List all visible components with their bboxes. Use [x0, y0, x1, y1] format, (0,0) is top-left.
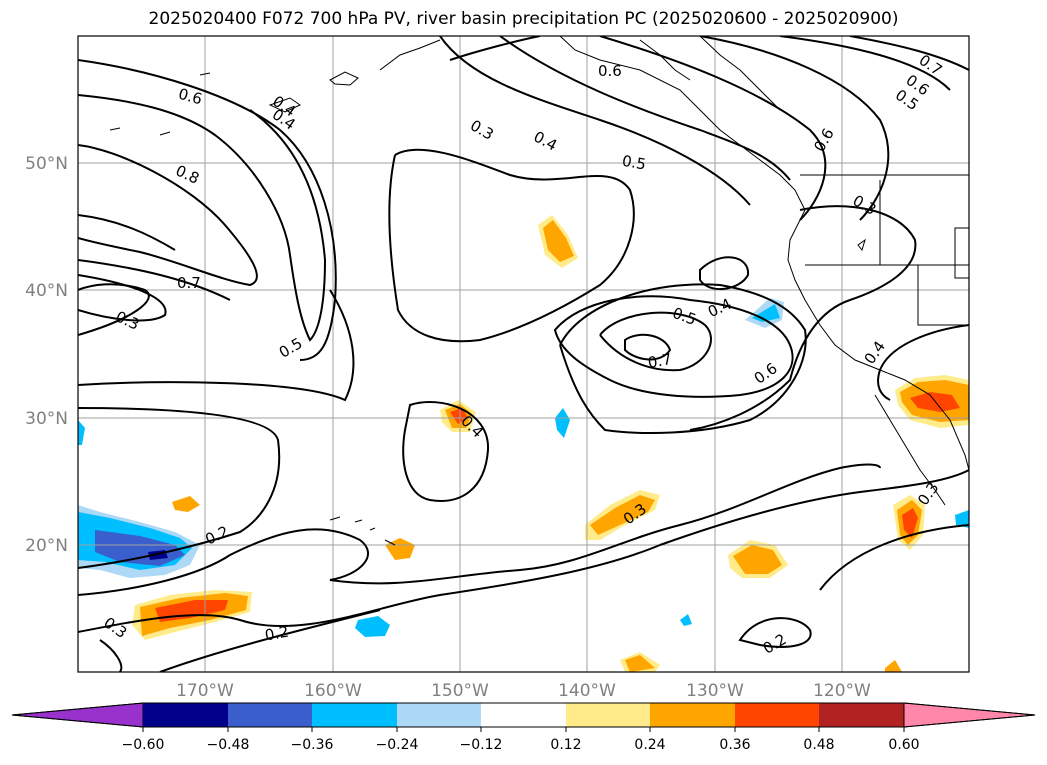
colorbar-segment: [312, 703, 397, 727]
colorbar: −0.60 −0.48 −0.36 −0.24 −0.12 0.12 0.24 …: [11, 702, 1036, 753]
colorbar-segment: [819, 703, 904, 727]
colorbar-segment: [566, 703, 650, 727]
colorbar-tick-label: −0.60: [122, 737, 165, 753]
lon-label-150w: 150°W: [431, 681, 489, 701]
colorbar-segment: [11, 702, 144, 728]
longitude-labels: 170°W 160°W 150°W 140°W 130°W 120°W: [176, 681, 871, 701]
contour-label: 0.5: [621, 152, 648, 174]
lon-label-130w: 130°W: [686, 681, 744, 701]
colorbar-tick-label: 0.24: [634, 737, 665, 753]
lat-label-30n: 30°N: [25, 409, 68, 429]
colorbar-segment: [481, 703, 566, 727]
colorbar-tick-label: −0.24: [376, 737, 419, 753]
lat-label-40n: 40°N: [25, 281, 68, 301]
coastlines: [109, 36, 969, 546]
lon-label-160w: 160°W: [304, 681, 362, 701]
colorbar-tick-label: 0.60: [888, 737, 919, 753]
colorbar-tick-label: 0.48: [803, 737, 834, 753]
latitude-labels: 50°N 40°N 30°N 20°N: [25, 154, 68, 556]
contour-label: 0.7: [177, 274, 201, 292]
colorbar-segment: [735, 703, 819, 727]
colorbar-segment: [143, 703, 228, 727]
lat-label-50n: 50°N: [25, 154, 68, 174]
contour-label: 0.2: [263, 623, 290, 645]
contour-label: 0.6: [598, 62, 622, 80]
colorbar-segment: [397, 703, 481, 727]
lon-label-170w: 170°W: [176, 681, 234, 701]
map-area: [78, 36, 969, 672]
contour-label: 0.7: [646, 350, 673, 372]
map-frame: [77, 35, 970, 673]
lat-label-20n: 20°N: [25, 536, 68, 556]
gridlines: [78, 36, 969, 672]
lon-label-120w: 120°W: [813, 681, 871, 701]
colorbar-tick-label: 0.36: [719, 737, 750, 753]
colorbar-segment: [650, 703, 735, 727]
colorbar-segment: [903, 702, 1036, 728]
precip-shading: [78, 215, 969, 672]
map-title: 2025020400 F072 700 hPa PV, river basin …: [148, 9, 899, 29]
colorbar-tick-label: −0.36: [291, 737, 334, 753]
lon-label-140w: 140°W: [558, 681, 616, 701]
colorbar-tick-label: −0.48: [207, 737, 250, 753]
contour-label: 0.6: [176, 85, 204, 109]
colorbar-segment: [228, 703, 312, 727]
colorbar-tick-label: 0.12: [550, 737, 581, 753]
pv-contours: [78, 36, 969, 672]
colorbar-tick-label: −0.12: [460, 737, 503, 753]
colorbar-ticks: [142, 727, 905, 732]
